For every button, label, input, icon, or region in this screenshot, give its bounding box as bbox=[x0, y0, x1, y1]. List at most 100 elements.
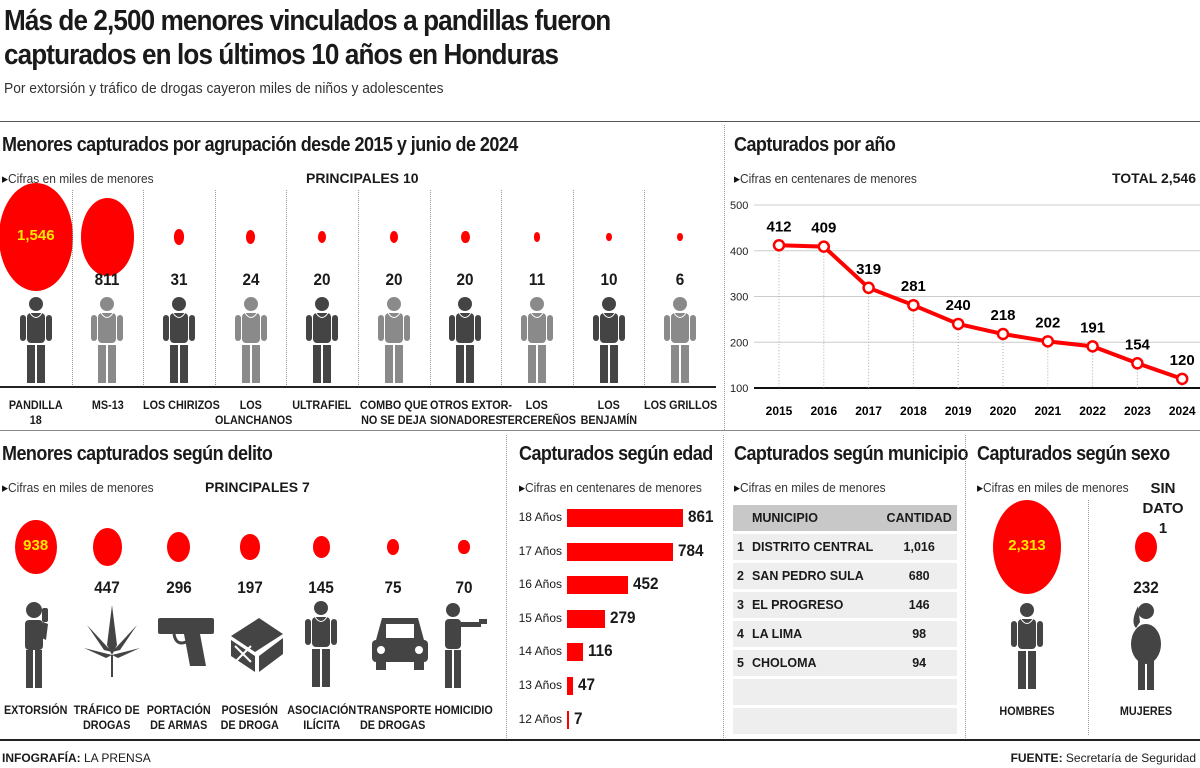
person-icon bbox=[655, 296, 705, 391]
rank-cell: 2 bbox=[733, 563, 748, 589]
bubble-value-label: 938 bbox=[23, 536, 49, 554]
data-label: 412 bbox=[766, 218, 791, 235]
bubble bbox=[533, 232, 541, 242]
rank-cell: 5 bbox=[733, 650, 748, 676]
value-label: 452 bbox=[633, 574, 659, 594]
divider bbox=[644, 190, 646, 385]
category-label: LOS OLANCHANOS bbox=[214, 398, 293, 427]
age-bar bbox=[567, 643, 583, 662]
phone-person-icon bbox=[11, 600, 61, 695]
value-label: 447 bbox=[94, 578, 120, 597]
x-tick-label: 2015 bbox=[766, 404, 793, 418]
x-tick-label: 2018 bbox=[900, 404, 927, 418]
divider bbox=[358, 190, 359, 385]
value-label: 861 bbox=[688, 507, 714, 526]
category-label: TRANSPORTE DE DROGAS bbox=[356, 703, 432, 732]
category-label: POSESIÓN DE DROGA bbox=[220, 703, 279, 732]
data-label: 281 bbox=[901, 278, 926, 295]
cantidad-cell: 680 bbox=[881, 563, 957, 589]
age-note: Cifras en centenares de menores bbox=[519, 480, 702, 496]
divider bbox=[71, 190, 73, 385]
data-label: 120 bbox=[1170, 352, 1195, 369]
age-bar bbox=[567, 509, 684, 527]
bubble bbox=[605, 232, 612, 242]
y-tick-label: 100 bbox=[730, 383, 748, 395]
bubble: 2,313 bbox=[993, 500, 1061, 594]
person-icon bbox=[512, 296, 562, 391]
category-label: HOMBRES bbox=[999, 704, 1055, 718]
divider bbox=[724, 125, 725, 430]
cantidad-cell: 94 bbox=[881, 650, 957, 676]
category-label: ULTRAFIEL bbox=[292, 398, 352, 412]
crime-chart: 938 EXTORSIÓN 447 TRÁFICO DE DROGAS 296 PORTA… bbox=[0, 500, 500, 740]
bubble: 1,546 bbox=[0, 183, 73, 291]
value-label: 20 bbox=[456, 270, 474, 289]
crime-title: Menores capturados según delito bbox=[2, 443, 273, 465]
age-bar bbox=[567, 677, 574, 695]
category-label: MUJERES bbox=[1119, 704, 1173, 718]
credit: INFOGRAFÍA: LA PRENSA bbox=[2, 751, 151, 765]
x-tick-label: 2023 bbox=[1124, 404, 1151, 418]
data-point bbox=[951, 317, 965, 331]
category-label: OTROS EXTOR- SIONADORES bbox=[429, 398, 512, 427]
category-label: LOS BENJAMÍN bbox=[580, 398, 637, 427]
age-bar bbox=[567, 542, 673, 561]
data-label: 191 bbox=[1080, 319, 1105, 336]
bubble bbox=[245, 230, 256, 244]
category-label: MS-13 bbox=[91, 398, 124, 412]
x-tick-label: 2020 bbox=[990, 404, 1017, 418]
main-title-line1: Más de 2,500 menores vinculados a pandil… bbox=[4, 5, 611, 37]
divider bbox=[429, 190, 431, 385]
divider bbox=[0, 121, 1200, 122]
sex-no-data: SIN DATO 1 bbox=[1142, 480, 1184, 537]
age-bar bbox=[567, 609, 605, 628]
sex-chart: 2,313 HOMBRES 232 MUJERES bbox=[970, 500, 1200, 735]
pistol-icon bbox=[154, 600, 214, 685]
groups-title: Menores capturados por agrupación desde … bbox=[2, 134, 518, 156]
person-icon bbox=[11, 296, 61, 391]
groups-chart: 1,546 PANDILLA 18 811 MS-13 31 LOS CHIRIZOS 24… bbox=[0, 183, 718, 430]
bubble bbox=[80, 198, 135, 276]
female-icon bbox=[1126, 602, 1166, 697]
value-label: 197 bbox=[237, 578, 263, 597]
data-point bbox=[772, 239, 786, 252]
value-label: 279 bbox=[609, 607, 636, 627]
col-municipio: MUNICIPIO bbox=[747, 505, 882, 531]
data-label: 319 bbox=[856, 261, 881, 278]
category-label: ASOCIACIÓN ILÍCITA bbox=[286, 703, 356, 732]
data-label: 240 bbox=[946, 297, 971, 314]
age-bar-chart: 18 Años 861 17 Años 784 16 Años 452 15 Años 279… bbox=[510, 505, 720, 735]
x-tick-label: 2022 bbox=[1079, 404, 1106, 418]
municipio-cell: EL PROGRESO bbox=[747, 592, 882, 618]
marijuana-leaf-icon bbox=[82, 600, 141, 685]
bubble bbox=[677, 232, 684, 242]
rank-cell: 1 bbox=[733, 534, 748, 560]
data-label: 409 bbox=[811, 220, 836, 237]
age-label: 14 Años bbox=[518, 644, 562, 659]
municipio-cell: LA LIMA bbox=[747, 621, 882, 647]
value-label: 20 bbox=[313, 270, 331, 289]
bubble bbox=[166, 531, 191, 563]
category-label: PANDILLA 18 bbox=[8, 398, 63, 427]
table-row: 1 DISTRITO CENTRAL 1,016 bbox=[733, 534, 957, 560]
groups-subtitle: PRINCIPALES 10 bbox=[306, 170, 419, 186]
rank-cell: 3 bbox=[733, 592, 748, 618]
divider bbox=[1088, 500, 1089, 735]
x-tick-label: 2024 bbox=[1169, 404, 1196, 418]
bubble-value-label: 1,546 bbox=[17, 227, 55, 244]
category-label: PORTACIÓN DE ARMAS bbox=[146, 703, 211, 732]
x-tick-label: 2016 bbox=[810, 404, 837, 418]
male-icon bbox=[1007, 602, 1047, 697]
data-label: 154 bbox=[1125, 336, 1151, 353]
data-point bbox=[1175, 372, 1189, 386]
bubble bbox=[389, 230, 398, 244]
cantidad-cell: 1,016 bbox=[881, 534, 957, 560]
col-cantidad: CANTIDAD bbox=[881, 505, 957, 531]
cantidad-cell: 146 bbox=[881, 592, 957, 618]
value-label: 31 bbox=[170, 270, 188, 289]
table-row: 2 SAN PEDRO SULA 680 bbox=[733, 563, 957, 589]
age-label: 13 Años bbox=[518, 678, 562, 692]
y-tick-label: 300 bbox=[730, 292, 748, 304]
baseline bbox=[0, 386, 716, 388]
age-bar bbox=[567, 576, 629, 595]
